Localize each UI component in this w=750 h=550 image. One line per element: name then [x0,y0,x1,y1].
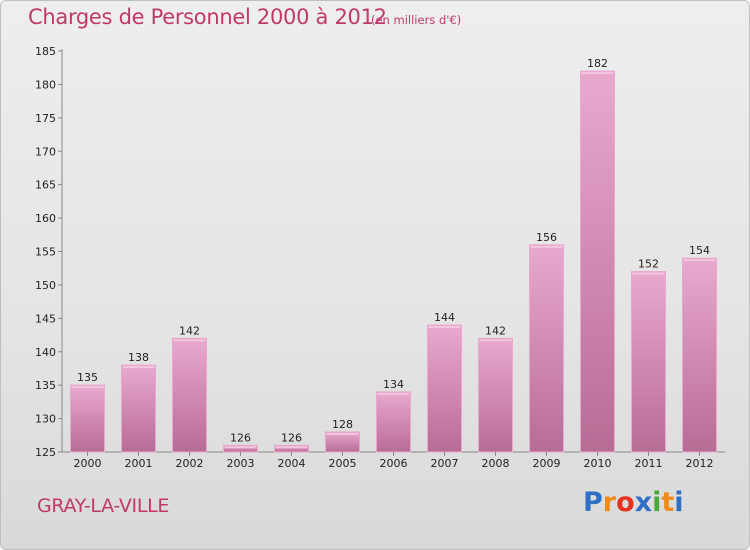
x-tick-label: 2000 [74,457,102,470]
place-name: GRAY-LA-VILLE [37,495,170,517]
bar-value-label: 126 [230,431,251,444]
chart-title: Charges de Personnel 2000 à 2012 [28,5,387,29]
y-tick-label: 165 [35,179,56,192]
bar-highlight [326,432,359,435]
y-tick-label: 175 [35,112,56,125]
x-tick-label: 2003 [227,457,255,470]
x-tick-label: 2011 [635,457,663,470]
x-tick-label: 2004 [278,457,306,470]
bar-highlight [275,446,308,449]
bar [121,364,156,453]
brand-letter: o [616,487,635,518]
bar-value-label: 182 [587,57,608,70]
bar-highlight [173,339,206,342]
bar-value-label: 126 [281,431,302,444]
y-tick-label: 180 [35,78,56,91]
bar [376,391,411,453]
brand-letter: i [674,487,684,518]
y-tick-label: 145 [35,312,56,325]
proxiti-logo: Proxiti [583,487,684,518]
y-tick-label: 135 [35,379,56,392]
x-tick-label: 2005 [329,457,357,470]
bar-value-label: 134 [383,378,404,391]
bar-highlight [428,326,461,329]
x-tick-label: 2006 [380,457,408,470]
brand-letter: r [602,487,617,518]
bar [631,271,666,453]
bar-value-label: 144 [434,311,455,324]
bar [70,384,105,453]
y-tick-label: 130 [35,413,56,426]
bar-value-label: 135 [77,371,98,384]
bar-value-label: 152 [638,258,659,271]
bar [427,324,462,453]
bar-highlight [122,366,155,369]
brand-letter: x [634,487,653,518]
bar [325,431,360,453]
bar [172,337,207,453]
brand-letter: t [661,487,675,518]
x-tick-label: 2009 [533,457,561,470]
chart-subtitle: (en milliers d'€) [371,13,462,27]
bar-value-label: 128 [332,418,353,431]
y-tick-label: 155 [35,246,56,259]
bar-value-label: 142 [485,324,506,337]
y-tick-label: 160 [35,212,56,225]
x-tick-label: 2001 [125,457,153,470]
bar [682,257,717,453]
bar-highlight [632,272,665,275]
y-tick-label: 150 [35,279,56,292]
bar-highlight [71,386,104,389]
bar-highlight [581,72,614,75]
x-tick-label: 2010 [584,457,612,470]
bar-value-label: 142 [179,324,200,337]
bar-value-label: 154 [689,244,710,257]
bar-value-label: 138 [128,351,149,364]
y-tick-label: 170 [35,145,56,158]
bar-highlight [377,392,410,395]
y-tick-label: 185 [35,45,56,58]
brand-letter: P [583,487,603,518]
bar [478,337,513,453]
x-tick-label: 2007 [431,457,459,470]
y-tick-label: 125 [35,446,56,459]
x-tick-label: 2008 [482,457,510,470]
bar-highlight [224,446,257,449]
bar-highlight [479,339,512,342]
bar [529,244,564,453]
brand-letter: i [652,487,662,518]
y-tick-label: 140 [35,346,56,359]
x-tick-label: 2012 [686,457,714,470]
bar-value-label: 156 [536,231,557,244]
bar-highlight [683,259,716,262]
bar [580,70,615,453]
bar-highlight [530,245,563,248]
x-tick-label: 2002 [176,457,204,470]
